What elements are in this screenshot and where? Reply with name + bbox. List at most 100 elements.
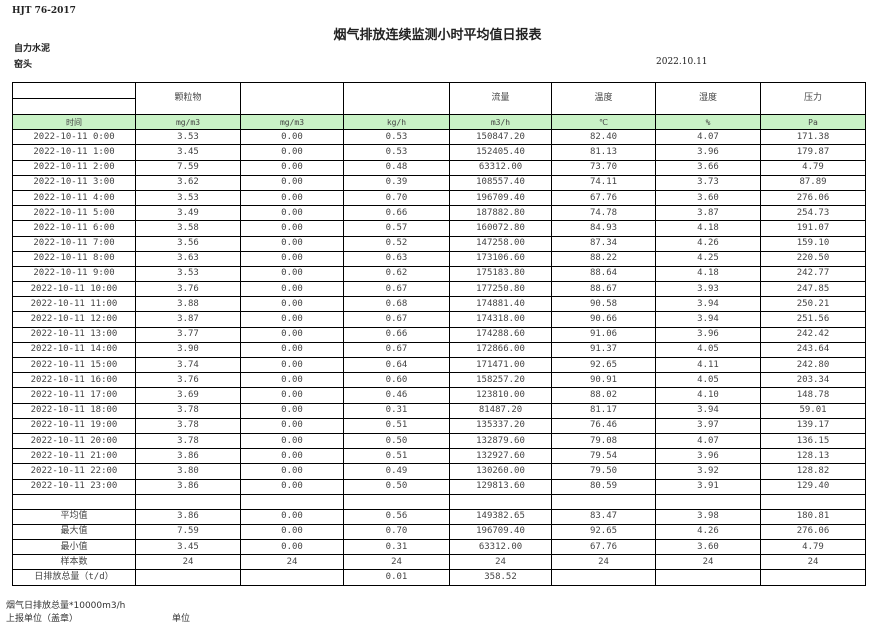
cell: 90.58 <box>551 296 656 313</box>
cell: 3.88 <box>135 296 241 313</box>
cell: 129.40 <box>760 478 866 495</box>
cell: 3.62 <box>135 174 241 191</box>
cell: 3.78 <box>135 417 241 434</box>
cell: 128.13 <box>760 448 866 465</box>
cell: 24 <box>343 554 450 571</box>
table-row: 2022-10-11 23:00 3.86 0.00 0.50 129813.60 80.… <box>12 478 866 495</box>
cell: 108557.40 <box>449 174 552 191</box>
cell: 24 <box>655 554 761 571</box>
cell: 4.05 <box>655 372 761 389</box>
cell: 4.10 <box>655 387 761 404</box>
cell: 0.52 <box>343 235 450 252</box>
company-name: 自力水泥 <box>14 44 51 54</box>
cell: 87.34 <box>551 235 656 252</box>
cell <box>135 493 241 510</box>
cell: 0.67 <box>343 341 450 359</box>
cell: 3.45 <box>135 144 241 161</box>
row-label <box>12 493 136 510</box>
cell: 4.26 <box>655 523 761 541</box>
cell: 0.62 <box>343 265 450 283</box>
cell: 0.49 <box>343 463 450 480</box>
cell: 276.06 <box>760 189 866 207</box>
cell: 129813.60 <box>449 478 552 495</box>
cell <box>551 569 656 586</box>
cell: 191.07 <box>760 220 866 237</box>
cell: 3.91 <box>655 478 761 495</box>
row-label: 2022-10-11 14:00 <box>12 341 136 359</box>
cell: 24 <box>135 554 241 571</box>
cell: 88.67 <box>551 281 656 298</box>
cell: 88.02 <box>551 387 656 404</box>
cell: 0.00 <box>240 356 344 374</box>
row-label: 最小值 <box>12 539 136 556</box>
cell: 147258.00 <box>449 235 552 252</box>
cell: 0.56 <box>343 508 450 525</box>
cell: 3.94 <box>655 311 761 328</box>
cell: 139.17 <box>760 417 866 434</box>
col-header: 温度 <box>551 82 656 115</box>
report-date: 2022.10.11 <box>656 57 708 67</box>
table-row: 2022-10-11 7:00 3.56 0.00 0.52 147258.00 87.3… <box>12 235 866 252</box>
cell <box>760 569 866 586</box>
header-row: 颗粒物 流量 温度 湿度 压力 <box>12 82 866 115</box>
cell: 0.00 <box>240 281 344 298</box>
cell: 80.59 <box>551 478 656 495</box>
cell: 88.64 <box>551 265 656 283</box>
cell: 3.53 <box>135 265 241 283</box>
row-label: 2022-10-11 13:00 <box>12 326 136 343</box>
cell: 3.45 <box>135 539 241 556</box>
cell: 171471.00 <box>449 356 552 374</box>
cell: 160072.80 <box>449 220 552 237</box>
row-label: 2022-10-11 16:00 <box>12 372 136 389</box>
cell: 0.00 <box>240 539 344 556</box>
row-label: 最大值 <box>12 523 136 541</box>
cell: 0.53 <box>343 144 450 161</box>
cell: 81487.20 <box>449 402 552 419</box>
cell: 67.76 <box>551 539 656 556</box>
table-row: 2022-10-11 16:00 3.76 0.00 0.60 158257.20 90.… <box>12 372 866 389</box>
cell: mg/m3 <box>135 113 241 131</box>
cell: 3.63 <box>135 250 241 267</box>
cell: 3.80 <box>135 463 241 480</box>
cell: 243.64 <box>760 341 866 359</box>
row-label: 2022-10-11 6:00 <box>12 220 136 237</box>
table-row: 2022-10-11 22:00 3.80 0.00 0.49 130260.00 79.… <box>12 463 866 480</box>
table-row: 2022-10-11 5:00 3.49 0.00 0.66 187882.80 74.7… <box>12 205 866 222</box>
cell: 3.97 <box>655 417 761 434</box>
cell: 0.00 <box>240 220 344 237</box>
cell: 4.25 <box>655 250 761 267</box>
cell: 3.78 <box>135 432 241 450</box>
cell <box>551 493 656 510</box>
cell: 0.66 <box>343 326 450 343</box>
cell: 0.67 <box>343 281 450 298</box>
cell: 171.38 <box>760 129 866 146</box>
cell: 0.00 <box>240 387 344 404</box>
cell <box>449 493 552 510</box>
cell: 175183.80 <box>449 265 552 283</box>
cell: 7.59 <box>135 159 241 176</box>
cell: 59.01 <box>760 402 866 419</box>
cell: 242.42 <box>760 326 866 343</box>
cell: 132879.60 <box>449 432 552 450</box>
header-blank-bottom <box>12 98 136 115</box>
cell: 0.64 <box>343 356 450 374</box>
cell: 128.82 <box>760 463 866 480</box>
col-header <box>240 82 344 115</box>
cell: 149382.65 <box>449 508 552 525</box>
cell: 0.00 <box>240 478 344 495</box>
cell: 242.77 <box>760 265 866 283</box>
cell: 174318.00 <box>449 311 552 328</box>
cell: m3/h <box>449 113 552 131</box>
row-label: 2022-10-11 9:00 <box>12 265 136 283</box>
row-label: 2022-10-11 20:00 <box>12 432 136 450</box>
cell: 123810.00 <box>449 387 552 404</box>
cell: 4.07 <box>655 129 761 146</box>
cell: 220.50 <box>760 250 866 267</box>
cell <box>240 493 344 510</box>
cell: 4.26 <box>655 235 761 252</box>
cell: 0.00 <box>240 235 344 252</box>
cell: 180.81 <box>760 508 866 525</box>
blank-row <box>12 493 866 510</box>
table-row: 2022-10-11 13:00 3.77 0.00 0.66 174288.60 91.… <box>12 326 866 343</box>
cell <box>655 569 761 586</box>
